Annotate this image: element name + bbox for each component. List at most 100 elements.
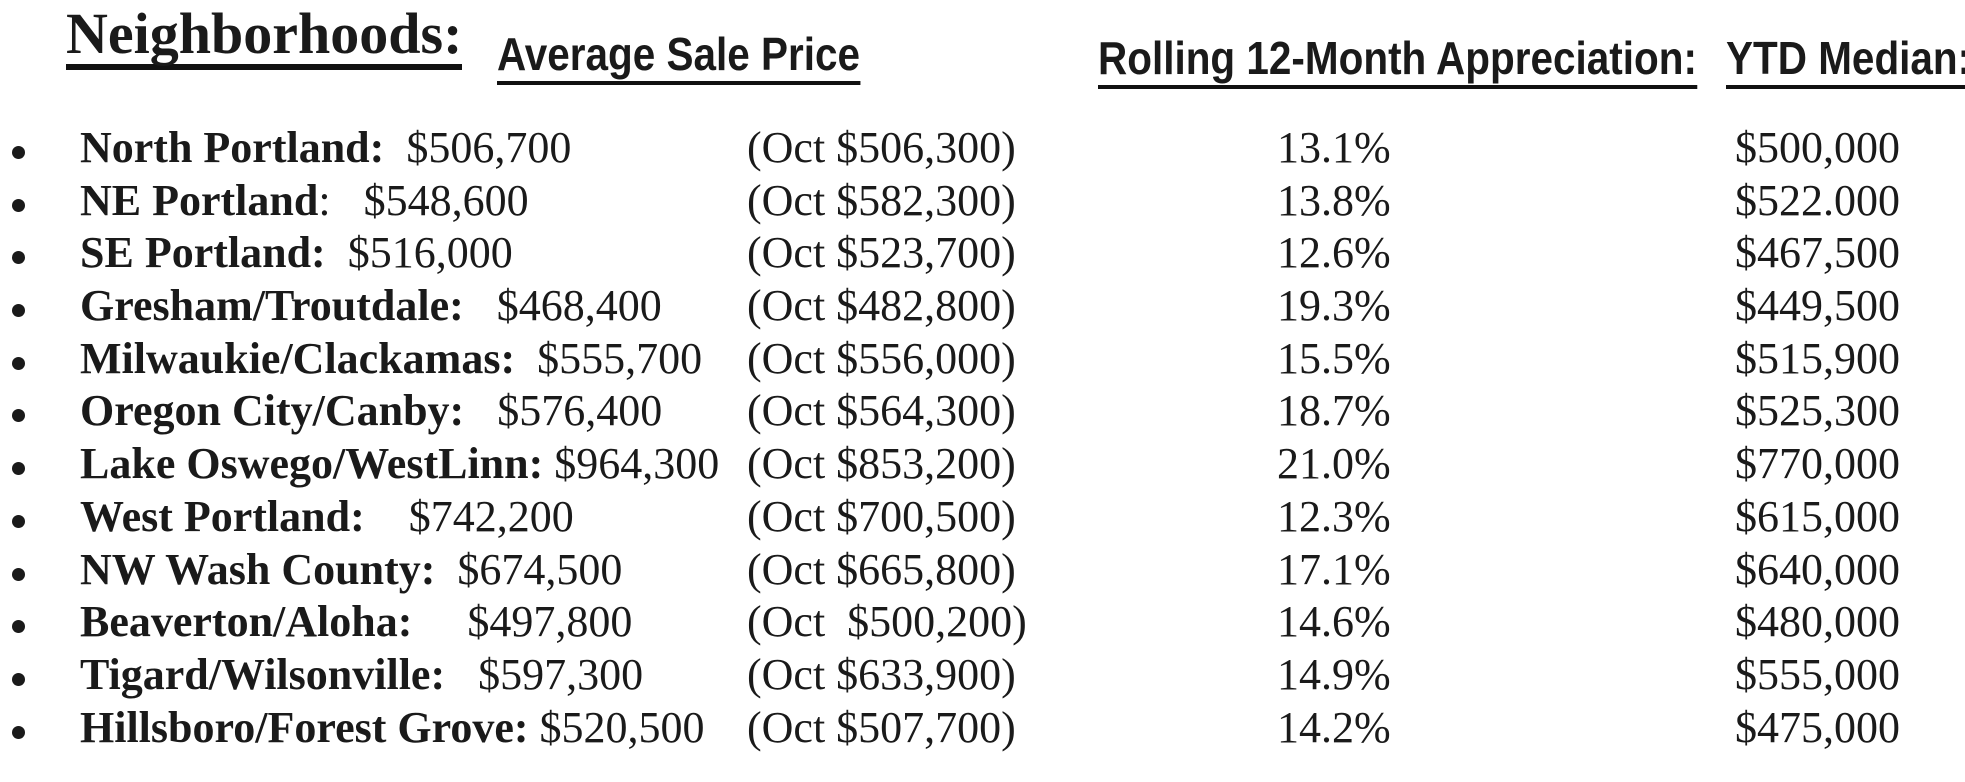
- appreciation-value: 15.5%: [1277, 333, 1391, 383]
- neighborhood-label: Milwaukie/Clackamas:: [80, 333, 516, 383]
- avg-sale-price: $964,300: [543, 439, 720, 489]
- bullet-icon: [12, 567, 25, 581]
- row-tab-group: NW Wash County: $674,500 (Oct $665,800) 17…: [80, 544, 1735, 597]
- avg-sale-price: $468,400: [463, 281, 662, 331]
- avg-sale-price: $555,700: [515, 333, 703, 383]
- avg-sale-price: : $548,600: [318, 175, 529, 225]
- avg-sale-price: $597,300: [445, 649, 644, 699]
- list-item: NE Portland: $548,600 (Oct $582,300) 13.8%…: [0, 175, 1965, 228]
- list-item: NW Wash County: $674,500 (Oct $665,800) 17…: [0, 544, 1965, 597]
- oct-price: (Oct $506,300): [747, 123, 1016, 172]
- oct-price: (Oct $482,800): [747, 281, 1016, 331]
- appreciation-value: 12.6%: [1277, 228, 1391, 278]
- ytd-median-value: $770,000: [1735, 439, 1900, 489]
- avg-sale-price: $742,200: [364, 491, 574, 541]
- list-item: Oregon City/Canby: $576,400 (Oct $564,300…: [0, 385, 1965, 438]
- bullet-icon: [12, 304, 25, 318]
- appreciation-value: 17.1%: [1277, 544, 1391, 594]
- list-item: North Portland: $506,700 (Oct $506,300) 13…: [0, 122, 1965, 175]
- ytd-median-value: $640,000: [1735, 544, 1900, 594]
- bullet-icon: [12, 251, 25, 265]
- appreciation-value: 13.1%: [1277, 123, 1391, 172]
- oct-price: (Oct $500,200): [747, 597, 1027, 647]
- page-title: Neighborhoods:: [66, 5, 463, 70]
- neighborhood-label: Oregon City/Canby:: [80, 386, 465, 436]
- avg-sale-price: $520,500: [528, 702, 705, 752]
- ytd-median-value: $525,300: [1735, 386, 1900, 436]
- list-item: SE Portland: $516,000 (Oct $523,700) 12.6%…: [0, 227, 1965, 280]
- row-tab-group: Oregon City/Canby: $576,400 (Oct $564,300…: [80, 385, 1735, 438]
- appreciation-value: 21.0%: [1277, 439, 1391, 489]
- ytd-median-value: $500,000: [1735, 123, 1900, 172]
- oct-price: (Oct $633,900): [747, 649, 1016, 699]
- row-tab-group: Lake Oswego/WestLinn: $964,300 (Oct $853,…: [80, 438, 1735, 491]
- list-item: Milwaukie/Clackamas: $555,700 (Oct $556,0…: [0, 333, 1965, 386]
- row-tab-group: NE Portland: $548,600 (Oct $582,300) 13.8%: [80, 175, 1735, 228]
- appreciation-value: 19.3%: [1277, 281, 1391, 331]
- neighborhood-list: North Portland: $506,700 (Oct $506,300) 13…: [0, 122, 1965, 754]
- ytd-median-value: $522.000: [1735, 175, 1900, 225]
- list-item: Hillsboro/Forest Grove: $520,500 (Oct $50…: [0, 702, 1965, 755]
- avg-sale-price: $516,000: [325, 228, 513, 278]
- bullet-icon: [12, 462, 25, 476]
- oct-price: (Oct $564,300): [747, 386, 1016, 436]
- neighborhood-label: Tigard/Wilsonville:: [80, 649, 446, 699]
- neighborhood-label: SE Portland:: [80, 228, 326, 278]
- avg-sale-price: $576,400: [464, 386, 663, 436]
- ytd-median-value: $615,000: [1735, 491, 1900, 541]
- neighborhood-label: North Portland:: [80, 123, 385, 172]
- ytd-median-value: $475,000: [1735, 702, 1900, 752]
- column-header-ytd-median: YTD Median:: [1726, 34, 1965, 89]
- appreciation-value: 14.2%: [1277, 702, 1391, 752]
- row-tab-group: Milwaukie/Clackamas: $555,700 (Oct $556,0…: [80, 333, 1735, 386]
- list-item: Tigard/Wilsonville: $597,300 (Oct $633,90…: [0, 649, 1965, 702]
- appreciation-value: 14.6%: [1277, 597, 1391, 647]
- row-tab-group: West Portland: $742,200 (Oct $700,500) 12.…: [80, 491, 1735, 544]
- list-item: West Portland: $742,200 (Oct $700,500) 12.…: [0, 491, 1965, 544]
- neighborhood-label: NW Wash County:: [80, 544, 436, 594]
- ytd-median-value: $555,000: [1735, 649, 1900, 699]
- appreciation-value: 12.3%: [1277, 491, 1391, 541]
- row-tab-group: SE Portland: $516,000 (Oct $523,700) 12.6%: [80, 227, 1735, 280]
- bullet-icon: [12, 198, 25, 212]
- list-item: Gresham/Troutdale: $468,400 (Oct $482,800…: [0, 280, 1965, 333]
- oct-price: (Oct $853,200): [747, 439, 1016, 489]
- row-tab-group: Tigard/Wilsonville: $597,300 (Oct $633,90…: [80, 649, 1735, 702]
- oct-price: (Oct $582,300): [747, 175, 1016, 225]
- row-tab-group: Hillsboro/Forest Grove: $520,500 (Oct $50…: [80, 702, 1735, 755]
- column-header-appreciation: Rolling 12-Month Appreciation:: [1098, 34, 1697, 89]
- oct-price: (Oct $556,000): [747, 333, 1016, 383]
- avg-sale-price: $497,800: [412, 597, 633, 647]
- oct-price: (Oct $700,500): [747, 491, 1016, 541]
- bullet-icon: [12, 514, 25, 528]
- appreciation-value: 14.9%: [1277, 649, 1391, 699]
- neighborhood-label: Beaverton/Aloha:: [80, 597, 413, 647]
- neighborhood-label: Gresham/Troutdale:: [80, 281, 464, 331]
- ytd-median-value: $449,500: [1735, 281, 1900, 331]
- neighborhood-label: Lake Oswego/WestLinn:: [80, 439, 544, 489]
- bullet-icon: [12, 725, 25, 739]
- appreciation-value: 18.7%: [1277, 386, 1391, 436]
- row-tab-group: North Portland: $506,700 (Oct $506,300) 13…: [80, 122, 1735, 175]
- column-header-average-sale-price: Average Sale Price: [497, 30, 861, 85]
- neighborhood-label: NE Portland: [80, 175, 319, 225]
- ytd-median-value: $467,500: [1735, 228, 1900, 278]
- avg-sale-price: $674,500: [435, 544, 623, 594]
- bullet-icon: [12, 409, 25, 423]
- bullet-icon: [12, 672, 25, 686]
- neighborhood-label: Hillsboro/Forest Grove:: [80, 702, 529, 752]
- bullet-icon: [12, 620, 25, 634]
- list-item: Lake Oswego/WestLinn: $964,300 (Oct $853,…: [0, 438, 1965, 491]
- oct-price: (Oct $507,700): [747, 702, 1016, 752]
- appreciation-value: 13.8%: [1277, 175, 1391, 225]
- row-tab-group: Beaverton/Aloha: $497,800 (Oct $500,200) 1…: [80, 596, 1735, 649]
- row-tab-group: Gresham/Troutdale: $468,400 (Oct $482,800…: [80, 280, 1735, 333]
- avg-sale-price: $506,700: [384, 123, 572, 172]
- oct-price: (Oct $665,800): [747, 544, 1016, 594]
- list-item: Beaverton/Aloha: $497,800 (Oct $500,200) 1…: [0, 596, 1965, 649]
- oct-price: (Oct $523,700): [747, 228, 1016, 278]
- neighborhood-label: West Portland:: [80, 491, 365, 541]
- ytd-median-value: $515,900: [1735, 333, 1900, 383]
- bullet-icon: [12, 146, 25, 159]
